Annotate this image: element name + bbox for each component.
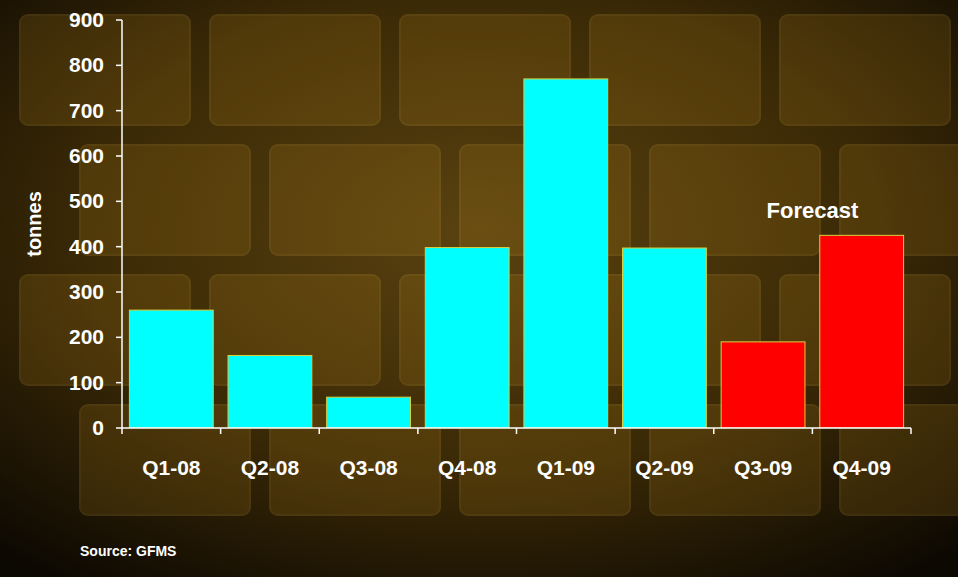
x-tick [614, 428, 616, 434]
y-tick [116, 382, 122, 384]
annotation: Forecast [767, 198, 859, 223]
source: Source: GFMS [80, 543, 176, 559]
x-tick [910, 428, 912, 434]
decor-bar [20, 15, 190, 125]
y-tick-label: 200 [69, 325, 104, 348]
x-tick [121, 428, 123, 434]
bar [820, 235, 904, 428]
bar [721, 342, 805, 428]
bar [327, 397, 411, 428]
x-tick-label: Q2-08 [241, 456, 300, 479]
y-tick-label: 100 [69, 371, 104, 394]
y-tick [116, 19, 122, 21]
x-tick [812, 428, 814, 434]
decor-bar [80, 145, 250, 255]
decor-bar [210, 15, 380, 125]
y-axis-label: tonnes [23, 191, 45, 257]
background [0, 0, 958, 577]
y-tick [116, 155, 122, 157]
y-tick [116, 110, 122, 112]
x-tick-label: Q3-08 [339, 456, 398, 479]
y-tick [116, 427, 122, 429]
bar [623, 248, 707, 428]
bars [129, 79, 903, 428]
y-tick [116, 246, 122, 248]
decor-bar [270, 145, 440, 255]
y-axis [121, 20, 123, 428]
x-tick [220, 428, 222, 434]
x-tick-label: Q4-09 [833, 456, 891, 479]
bar [228, 355, 312, 428]
y-tick-label: 900 [69, 8, 104, 31]
decor-bar [590, 15, 760, 125]
x-tick-label: Q3-09 [734, 456, 792, 479]
y-tick-label: 0 [92, 416, 104, 439]
background-decoration [20, 15, 958, 515]
x-tick [319, 428, 321, 434]
y-tick [116, 291, 122, 293]
y-tick [116, 337, 122, 339]
x-tick-label: Q1-09 [537, 456, 595, 479]
y-tick-label: 700 [69, 99, 104, 122]
x-tick [713, 428, 715, 434]
y-tick-label: 500 [69, 189, 104, 212]
bar [524, 79, 608, 428]
x-tick-label: Q1-08 [142, 456, 201, 479]
y-tick-label: 600 [69, 144, 104, 167]
x-tick-label: Q2-09 [635, 456, 693, 479]
y-tick-label: 300 [69, 280, 104, 303]
y-tick [116, 65, 122, 67]
x-tick-label: Q4-08 [438, 456, 497, 479]
decor-bar [780, 15, 950, 125]
chart: 0 100 200 300 400 500 600 700 800 900 Q1-08 Q2-08 Q3… [0, 0, 958, 577]
bar [425, 248, 509, 428]
y-tick-label: 800 [69, 53, 104, 76]
y-tick [116, 201, 122, 203]
bar [129, 310, 213, 428]
y-tick-label: 400 [69, 235, 104, 258]
x-tick [417, 428, 419, 434]
x-tick [516, 428, 518, 434]
